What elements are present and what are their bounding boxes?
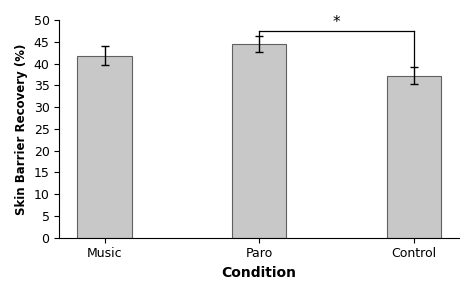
- Bar: [387, 76, 441, 238]
- Text: *: *: [333, 14, 340, 30]
- Y-axis label: Skin Barrier Recovery (%): Skin Barrier Recovery (%): [15, 43, 28, 214]
- X-axis label: Condition: Condition: [222, 266, 297, 280]
- Bar: [232, 44, 286, 238]
- Bar: [77, 56, 132, 238]
